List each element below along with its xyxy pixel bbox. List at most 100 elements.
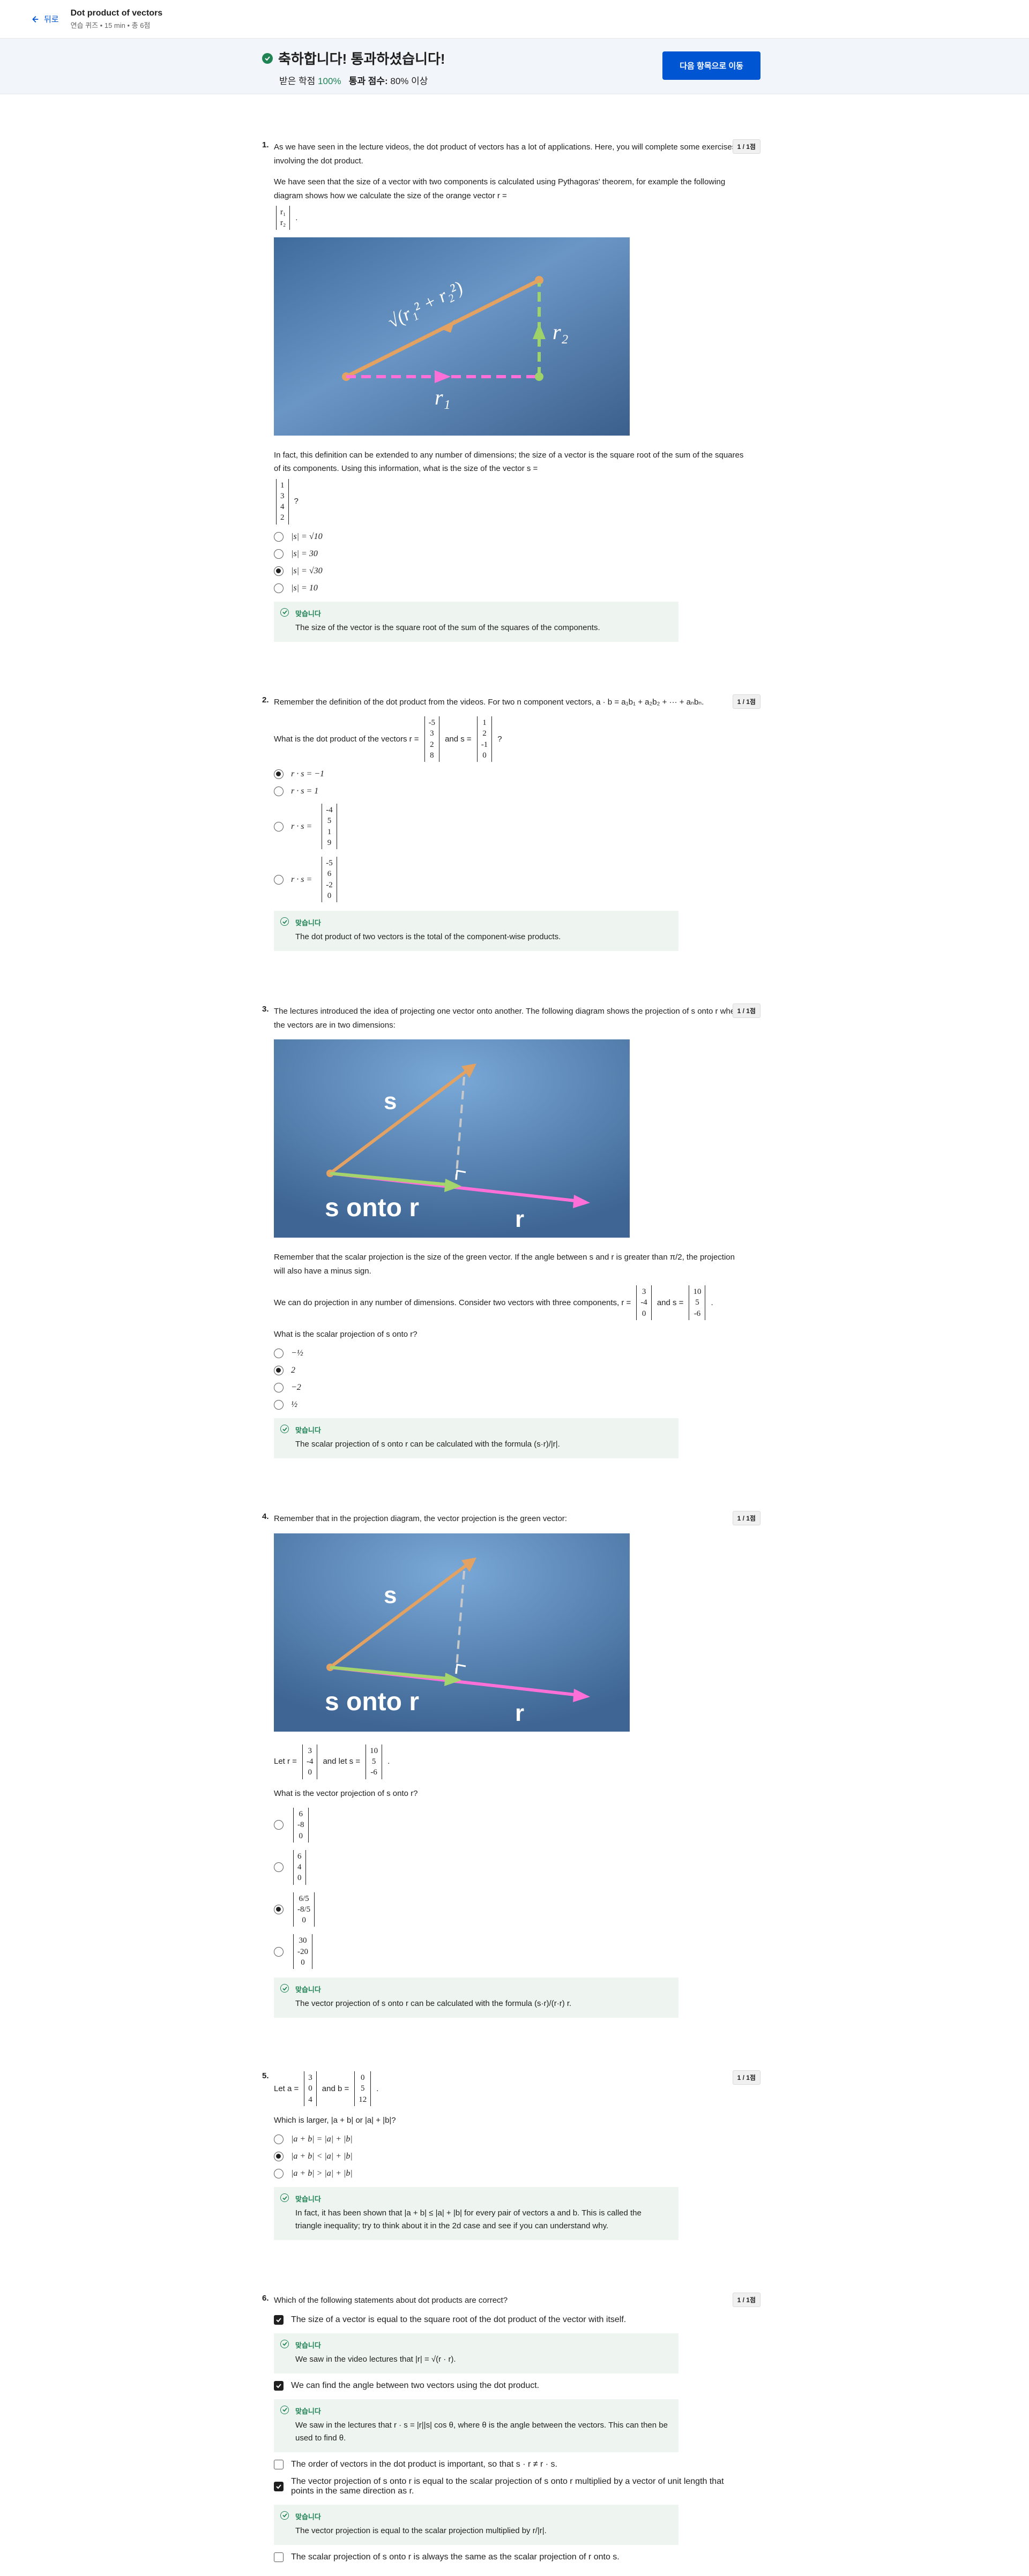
option-label: |a + b| > |a| + |b|: [291, 2169, 353, 2178]
radio[interactable]: [274, 821, 284, 832]
check-icon: [280, 2193, 289, 2203]
feedback-text: We saw in the video lectures that |r| = …: [295, 2354, 456, 2364]
option-label: |a + b| = |a| + |b|: [291, 2135, 353, 2144]
check-icon: [280, 2339, 289, 2348]
svg-text:r: r: [515, 1206, 524, 1232]
option[interactable]: ½: [274, 1400, 744, 1410]
radio[interactable]: [274, 1946, 284, 1957]
option[interactable]: |a + b| = |a| + |b|: [274, 2135, 744, 2145]
radio[interactable]: [274, 583, 284, 593]
feedback-text: We saw in the lectures that r · s = |r||…: [295, 2420, 668, 2443]
radio-selected[interactable]: [274, 566, 284, 576]
question-number: 1.: [262, 140, 269, 149]
svg-text:s onto r: s onto r: [325, 1194, 419, 1222]
question-text: What is the vector projection of s onto …: [274, 1788, 418, 1798]
radio-selected[interactable]: [274, 2152, 284, 2162]
back-link[interactable]: 뒤로: [30, 13, 59, 25]
feedback-text: The vector projection of s onto r can be…: [295, 1999, 572, 2008]
checkbox[interactable]: [274, 2459, 284, 2469]
radio[interactable]: [274, 2169, 284, 2179]
radio-selected[interactable]: [274, 769, 284, 779]
option[interactable]: The size of a vector is equal to the squ…: [274, 2315, 744, 2325]
option[interactable]: The vector projection of s onto r is equ…: [274, 2477, 744, 2496]
radio[interactable]: [274, 874, 284, 885]
question-4: 4. 1 / 1점 Remember that in the projectio…: [262, 1511, 760, 2018]
feedback-text: In fact, it has been shown that |a + b| …: [295, 2208, 642, 2231]
option[interactable]: −2: [274, 1383, 744, 1393]
option-label: r · s =: [291, 874, 312, 884]
radio[interactable]: [274, 787, 284, 796]
question-text: We have seen that the size of a vector w…: [274, 177, 726, 200]
vector-s: 1 2 -1 0: [476, 716, 493, 762]
radio[interactable]: [274, 531, 284, 542]
option-label: The scalar projection of s onto r is alw…: [291, 2552, 620, 2562]
checkbox[interactable]: [274, 2552, 284, 2562]
question-text: and b =: [322, 2084, 349, 2093]
question-number: 3.: [262, 1005, 269, 1014]
option[interactable]: 6 -8 0: [274, 1808, 744, 1843]
option[interactable]: r · s = 1: [274, 787, 744, 796]
feedback-label: 맞습니다: [295, 1986, 321, 1994]
option-vector: -5 6 -2 0: [322, 857, 337, 902]
checkbox-checked[interactable]: [274, 2380, 284, 2391]
question-2: 2. 1 / 1점 Remember the definition of the…: [262, 694, 760, 951]
radio[interactable]: [274, 1383, 284, 1393]
option[interactable]: The order of vectors in the dot product …: [274, 2459, 744, 2469]
option[interactable]: 2: [274, 1366, 744, 1376]
question-text: Remember that in the projection diagram,…: [274, 1514, 567, 1524]
option[interactable]: r · s = -5 6 -2 0: [274, 857, 744, 902]
points-badge: 1 / 1점: [732, 2070, 760, 2085]
radio[interactable]: [274, 549, 284, 559]
vector-r: 3 -4 0: [636, 1285, 652, 1320]
option[interactable]: We can find the angle between two vector…: [274, 2380, 744, 2391]
svg-text:s onto r: s onto r: [325, 1688, 419, 1716]
option[interactable]: 30 -20 0: [274, 1934, 744, 1969]
option[interactable]: |a + b| < |a| + |b|: [274, 2152, 744, 2162]
question-text: Let r =: [274, 1757, 297, 1766]
radio[interactable]: [274, 1820, 284, 1830]
radio-selected[interactable]: [274, 1904, 284, 1914]
pass-label: 통과 점수:: [348, 76, 388, 86]
vector-b: 0 5 12: [354, 2071, 371, 2106]
option[interactable]: −½: [274, 1349, 744, 1359]
option[interactable]: |s| = 10: [274, 583, 744, 593]
radio-selected[interactable]: [274, 1366, 284, 1376]
pythagoras-diagram: r₁ r₂ √(r₁² + r₂²): [274, 237, 630, 436]
option[interactable]: |s| = √30: [274, 566, 744, 576]
option[interactable]: |s| = √10: [274, 531, 744, 542]
option-label: |s| = √30: [291, 566, 323, 575]
feedback-correct: 맞습니다 The size of the vector is the square…: [274, 601, 678, 642]
feedback-correct: 맞습니다 The vector projection is equal to th…: [274, 2504, 678, 2545]
feedback-correct: 맞습니다 We saw in the video lectures that |r…: [274, 2333, 678, 2373]
radio[interactable]: [274, 1349, 284, 1359]
option[interactable]: |a + b| > |a| + |b|: [274, 2169, 744, 2179]
option[interactable]: 6/5 -8/5 0: [274, 1892, 744, 1927]
question-1: 1. 1 / 1점 As we have seen in the lecture…: [262, 139, 760, 642]
option-label: r · s = −1: [291, 769, 325, 778]
option[interactable]: The scalar projection of s onto r is alw…: [274, 2552, 744, 2562]
checkbox-checked[interactable]: [274, 2315, 284, 2325]
checkbox-checked[interactable]: [274, 2481, 284, 2491]
points-badge: 1 / 1점: [732, 139, 760, 154]
feedback-correct: 맞습니다 We saw in the lectures that r · s = …: [274, 2399, 678, 2452]
check-icon: [280, 2405, 289, 2414]
option[interactable]: r · s = −1: [274, 769, 744, 779]
feedback-label: 맞습니다: [295, 1426, 321, 1435]
page-subtitle: 연습 퀴즈 • 15 min • 총 6점: [70, 21, 151, 29]
check-icon: [280, 1425, 289, 1434]
feedback-correct: 맞습니다 In fact, it has been shown that |a +…: [274, 2187, 678, 2241]
option[interactable]: r · s = -4 5 1 9: [274, 804, 744, 849]
points-badge: 1 / 1점: [732, 1511, 760, 1526]
feedback-label: 맞습니다: [295, 2512, 321, 2521]
next-item-button[interactable]: 다음 항목으로 이동: [662, 51, 760, 80]
vector-s: 10 5 -6: [689, 1285, 706, 1320]
option[interactable]: |s| = 30: [274, 549, 744, 559]
radio[interactable]: [274, 1400, 284, 1410]
option-label: The order of vectors in the dot product …: [291, 2459, 557, 2469]
check-icon: [280, 608, 289, 617]
radio[interactable]: [274, 1862, 284, 1873]
radio[interactable]: [274, 2135, 284, 2145]
feedback-label: 맞습니다: [295, 609, 321, 618]
